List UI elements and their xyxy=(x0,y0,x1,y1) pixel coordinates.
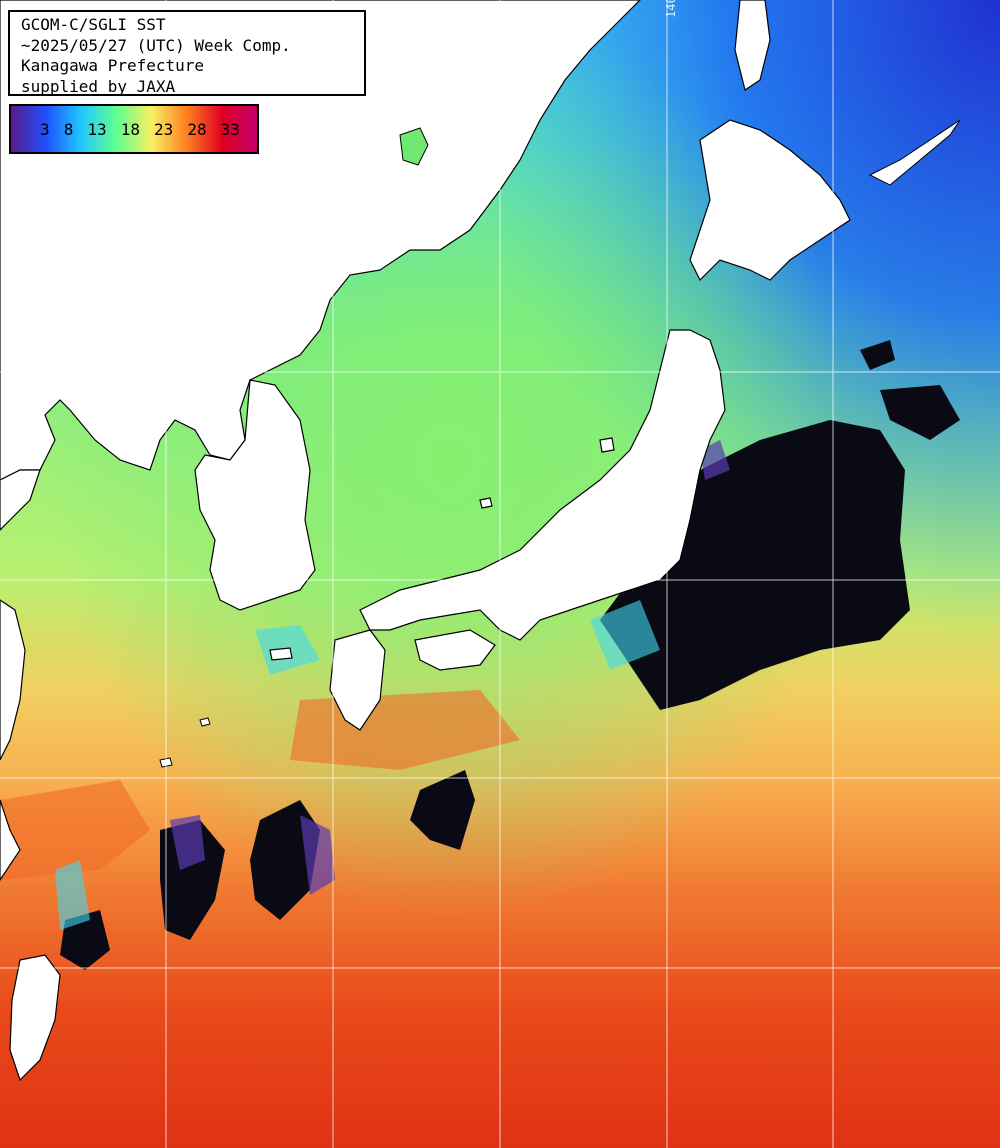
color-scale-tick-1: 8 xyxy=(63,119,74,139)
info-box: GCOM-C/SGLI SST ~2025/05/27 (UTC) Week C… xyxy=(8,10,366,96)
china-coast xyxy=(0,469,41,531)
color-scale-tick-4: 23 xyxy=(154,119,174,139)
island-sado xyxy=(599,437,615,453)
latitude-label: 40N xyxy=(12,355,34,369)
sakhalin xyxy=(734,0,771,91)
color-scale-labels: 3 8 13 18 23 28 33 xyxy=(11,106,257,152)
info-region: Kanagawa Prefecture xyxy=(21,56,205,75)
shikoku xyxy=(414,629,496,671)
china-coast-far-south xyxy=(0,799,21,882)
color-scale-tick-6: 33 xyxy=(220,119,240,139)
kuril-islands xyxy=(868,119,961,186)
info-credit: supplied by JAXA xyxy=(21,76,176,96)
honshu xyxy=(359,329,726,641)
china-coast-south xyxy=(0,599,26,761)
info-title: GCOM-C/SGLI SST xyxy=(21,15,166,34)
korean-peninsula xyxy=(194,379,316,611)
hokkaido xyxy=(689,119,851,282)
ryukyu-islands xyxy=(159,717,211,768)
color-scale-tick-3: 18 xyxy=(120,119,140,139)
info-period: ~2025/05/27 (UTC) Week Comp. xyxy=(21,35,291,55)
island-oki xyxy=(479,497,493,509)
color-scale-tick-2: 13 xyxy=(87,119,107,139)
island-green xyxy=(399,127,429,166)
island-jeju xyxy=(269,647,293,661)
taiwan xyxy=(9,954,61,1082)
color-scale-tick-0: 3 xyxy=(40,119,50,139)
longitude-label: 140E xyxy=(664,0,678,18)
color-scale-tick-5: 28 xyxy=(187,119,207,139)
cloud-edge-patches xyxy=(170,440,730,895)
color-scale-bar: 3 8 13 18 23 28 33 xyxy=(9,104,259,154)
